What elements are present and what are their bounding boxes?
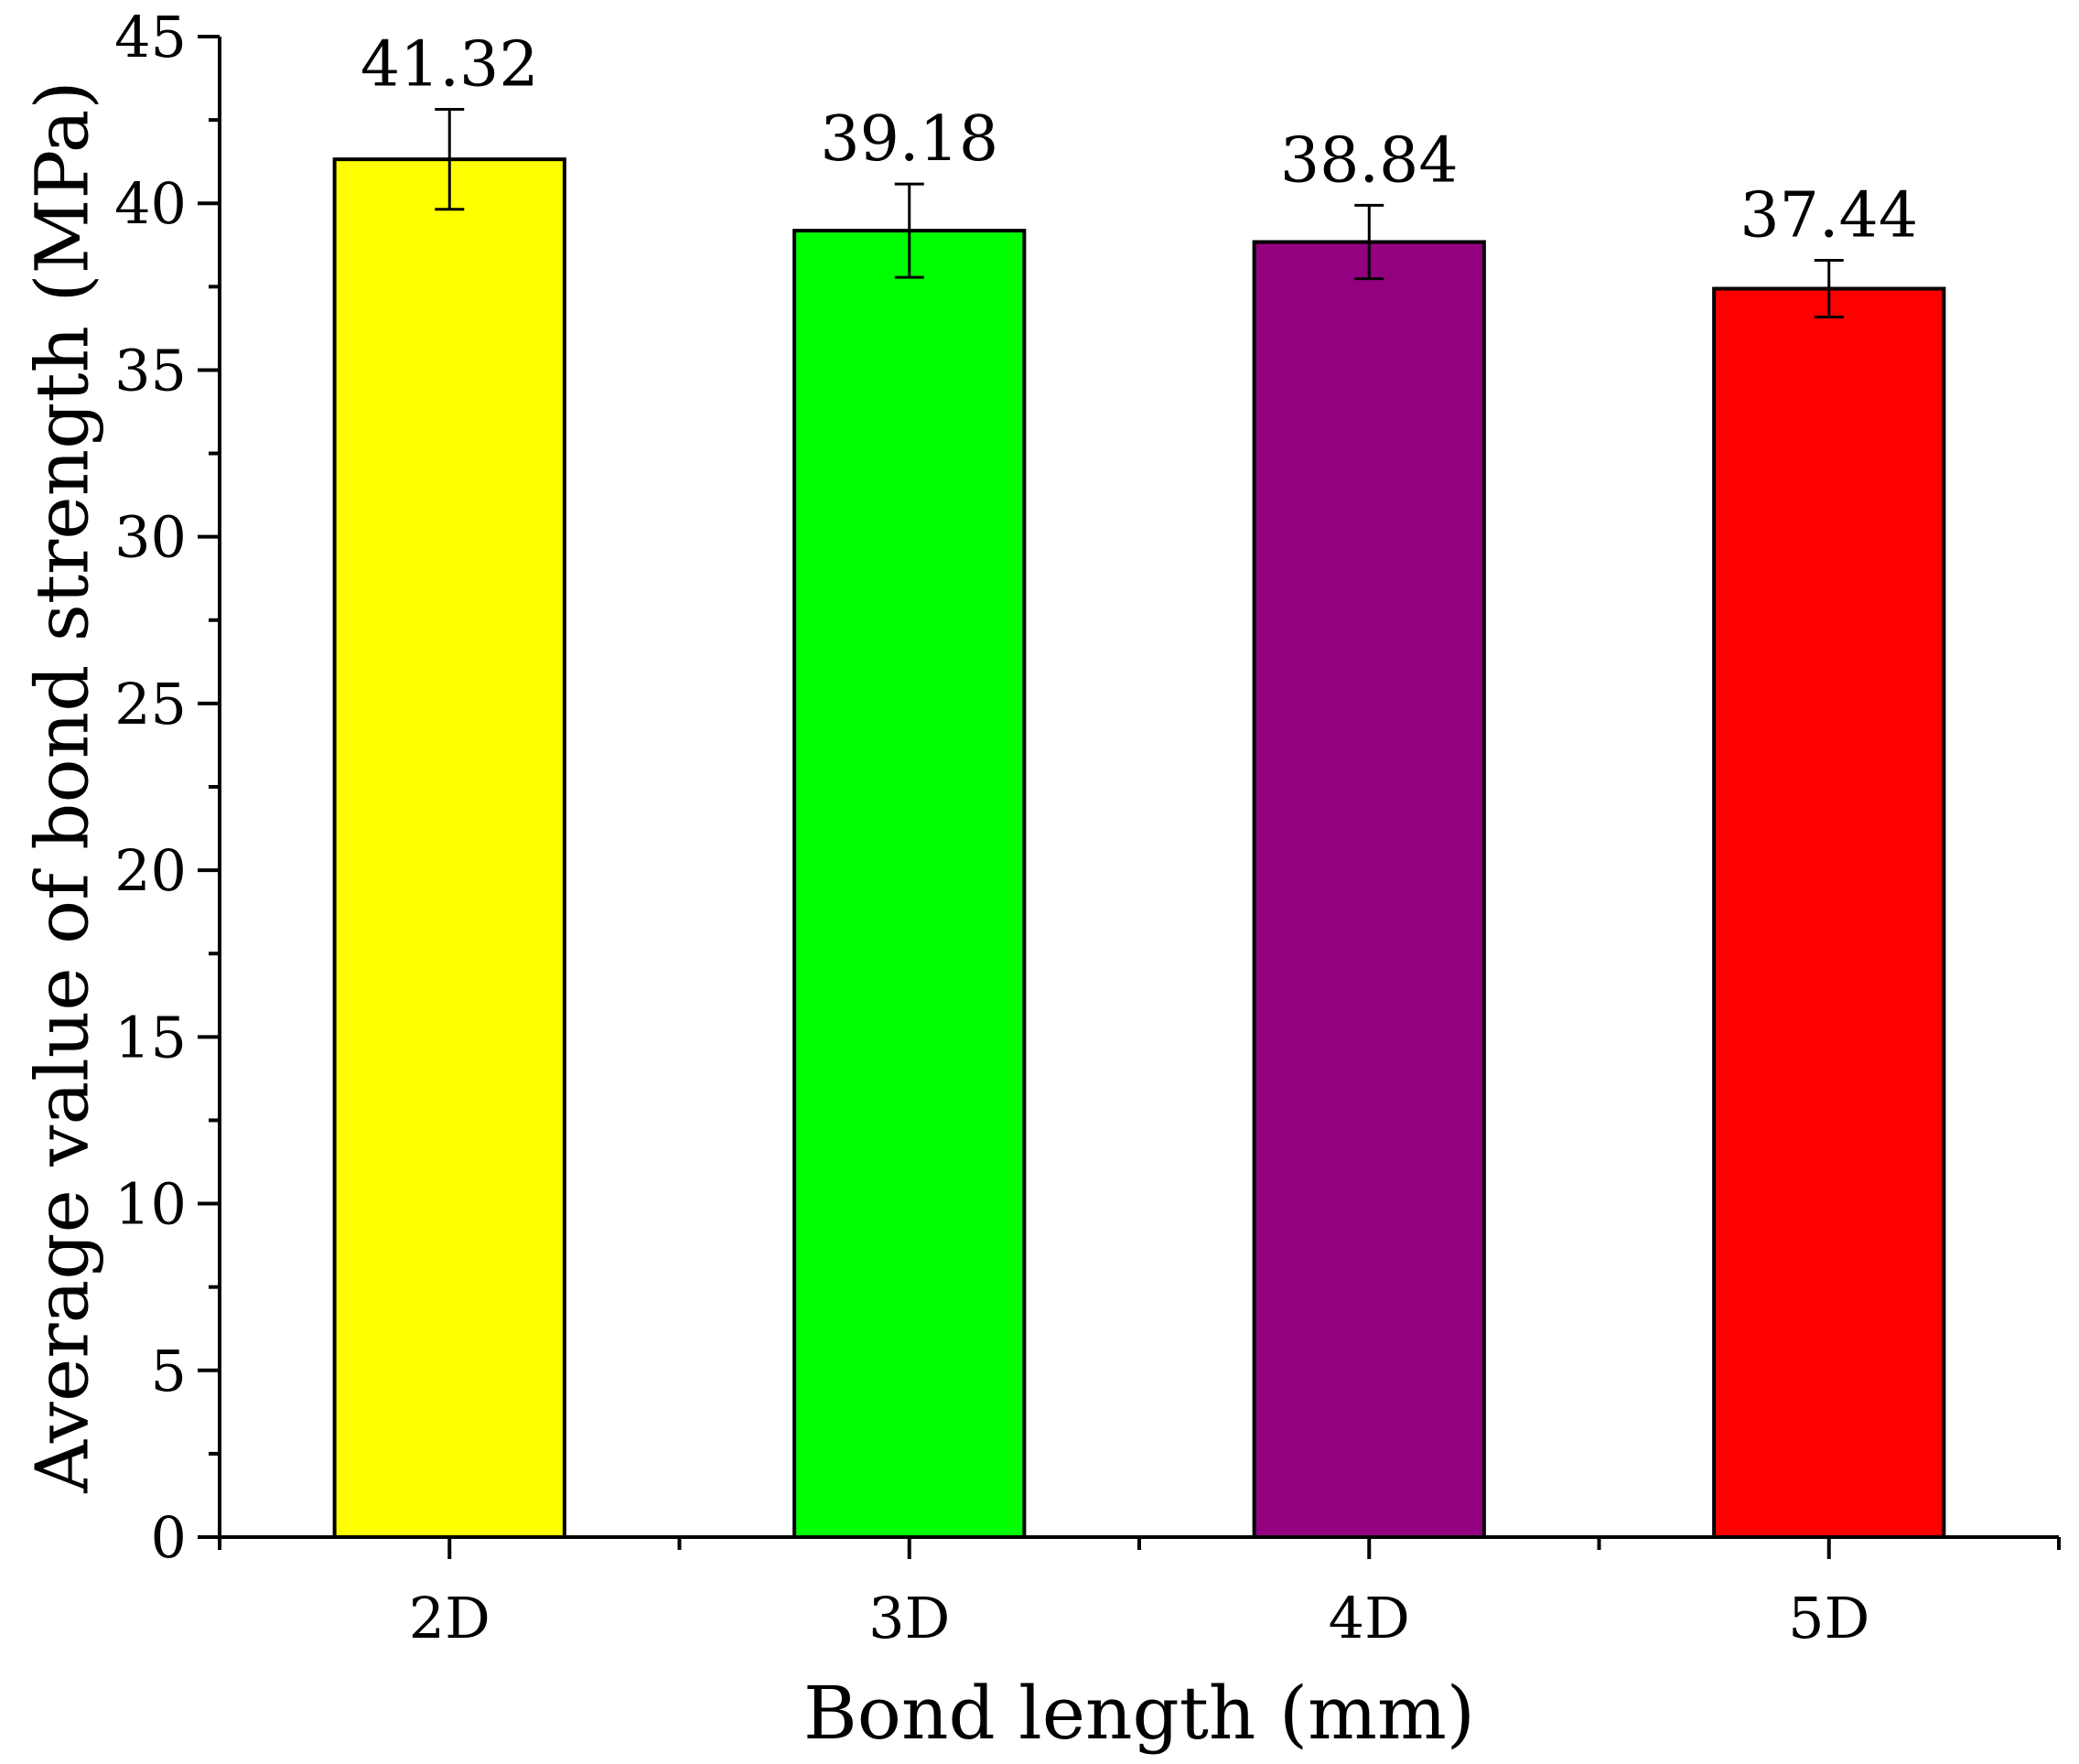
y-tick-label: 35 xyxy=(114,337,187,403)
data-label: 38.84 xyxy=(1280,124,1459,197)
axes: 0 5 10 15 20 25 30 35 40 45 2D 3D 4D 5D xyxy=(114,4,2061,1651)
bars xyxy=(332,157,1946,1539)
y-tick-label: 15 xyxy=(114,1004,187,1070)
data-label: 41.32 xyxy=(361,28,539,101)
y-axis-title: Average value of bond strength (MPa) xyxy=(20,81,105,1493)
y-tick-label: 30 xyxy=(114,504,187,571)
data-label: 37.44 xyxy=(1740,180,1918,253)
x-tick-label: 4D xyxy=(1329,1585,1410,1651)
bar xyxy=(1712,286,1946,1539)
bar xyxy=(792,229,1027,1539)
error-bars xyxy=(435,107,1844,318)
y-tick-label: 0 xyxy=(151,1504,187,1571)
x-tick-label: 5D xyxy=(1788,1585,1869,1651)
y-tick-label: 25 xyxy=(114,671,187,737)
x-tick-label: 2D xyxy=(409,1585,490,1651)
x-axis-title: Bond length (mm) xyxy=(803,1671,1475,1756)
bar xyxy=(1252,240,1486,1539)
data-labels: 41.32 39.18 38.84 37.44 xyxy=(361,28,1918,252)
y-tick-label: 45 xyxy=(114,4,187,70)
y-tick-label: 20 xyxy=(114,837,187,904)
data-label: 39.18 xyxy=(820,103,998,176)
y-tick-label: 40 xyxy=(114,170,187,237)
x-tick-label: 3D xyxy=(868,1585,950,1651)
bar xyxy=(332,157,566,1539)
y-tick-label: 10 xyxy=(114,1171,187,1238)
y-tick-label: 5 xyxy=(151,1338,187,1404)
